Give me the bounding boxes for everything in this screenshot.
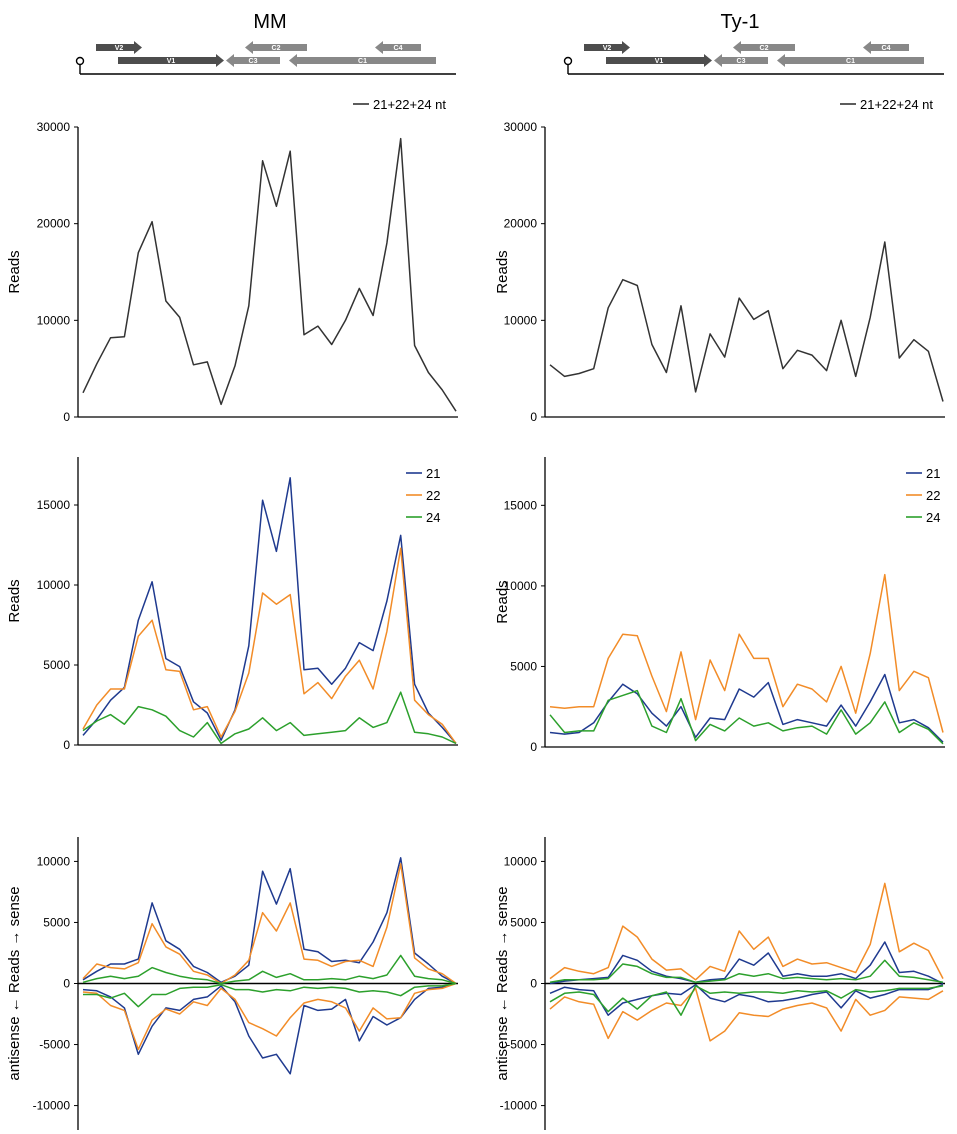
mm-total-ytick-label: 20000 xyxy=(37,217,71,231)
mm-strand-series-24-antisense xyxy=(83,984,456,1007)
ty1-size-legend-label: 21 xyxy=(926,466,940,481)
mm-total-ylabel: Reads xyxy=(6,250,23,293)
mm-total-ytick-label: 10000 xyxy=(37,313,71,327)
mm-size-legend-label: 22 xyxy=(426,488,440,503)
ty1-strand-ylabel: antisense ← Reads → sense xyxy=(494,886,511,1080)
mm-size-series-22 xyxy=(83,548,456,743)
mm-size-legend-label: 21 xyxy=(426,466,440,481)
ty1-strand-ytick-label: 0 xyxy=(530,977,537,991)
mm-strand-series-22-antisense xyxy=(83,984,456,1050)
ty1-total-series-21-22-24-nt xyxy=(550,242,943,402)
column-title-mm: MM xyxy=(253,11,286,33)
mm-strand-ylabel: antisense ← Reads → sense xyxy=(6,886,23,1080)
mm-size-ytick-label: 0 xyxy=(63,738,70,752)
mm-strand-ytick-label: -5000 xyxy=(39,1038,70,1052)
chart-ty1-total: 0 10000 20000 30000 Reads 21+22+24 nt xyxy=(494,97,945,424)
gene-label-c2: C2 xyxy=(272,45,281,52)
gene-label-c1: C1 xyxy=(846,58,855,65)
mm-strand-series-21-antisense xyxy=(83,984,456,1074)
ty1-total-ytick-label: 30000 xyxy=(504,120,538,134)
ty1-size-series-22 xyxy=(550,575,943,733)
ty1-size-ytick-label: 5000 xyxy=(510,659,537,673)
hairpin-loop-icon xyxy=(77,58,84,65)
mm-total-legend-label: 21+22+24 nt xyxy=(373,97,446,112)
gene-label-v2: V2 xyxy=(603,45,612,52)
figure-canvas: MM Ty-1 V2 V1 C3 C2 C1 C4 V2 V1 C3 C2 C1 C4 0 10000… xyxy=(0,0,957,1134)
mm-size-ytick-label: 15000 xyxy=(37,498,71,512)
mm-strand-ytick-label: 5000 xyxy=(43,915,70,929)
gene-label-v1: V1 xyxy=(655,58,664,65)
ty1-total-ytick-label: 0 xyxy=(530,410,537,424)
genome-map-ty1: V2 V1 C3 C2 C1 C4 xyxy=(565,41,945,74)
mm-size-ylabel: Reads xyxy=(6,579,23,622)
mm-strand-series-22-sense xyxy=(83,864,456,984)
ty1-size-ytick-label: 0 xyxy=(530,740,537,754)
gene-label-c3: C3 xyxy=(737,58,746,65)
gene-label-v1: V1 xyxy=(167,58,176,65)
ty1-strand-ytick-label: -10000 xyxy=(500,1099,538,1113)
ty1-strand-ytick-label: 5000 xyxy=(510,915,537,929)
mm-strand-ytick-label: -10000 xyxy=(33,1099,71,1113)
chart-mm-by-size: 0 5000 10000 15000 Reads 21 22 24 xyxy=(6,457,458,752)
ty1-strand-ytick-label: 10000 xyxy=(504,854,538,868)
chart-mm-strand: -10000 -5000 0 5000 10000 antisense ← Reads →… xyxy=(6,837,458,1130)
mm-total-ytick-label: 30000 xyxy=(37,120,71,134)
ty1-strand-series-22-sense xyxy=(550,883,943,979)
ty1-size-legend-label: 22 xyxy=(926,488,940,503)
mm-size-ytick-label: 10000 xyxy=(37,578,71,592)
mm-size-ytick-label: 5000 xyxy=(43,658,70,672)
genome-map-mm: V2 V1 C3 C2 C1 C4 xyxy=(77,41,457,74)
chart-mm-total: 0 10000 20000 30000 Reads 21+22+24 nt xyxy=(6,97,458,424)
mm-size-series-21 xyxy=(83,478,456,744)
ty1-size-ytick-label: 15000 xyxy=(504,498,538,512)
ty1-total-ytick-label: 10000 xyxy=(504,313,538,327)
ty1-size-ylabel: Reads xyxy=(494,580,511,623)
mm-size-series-24 xyxy=(83,692,456,743)
mm-strand-ytick-label: 0 xyxy=(63,977,70,991)
ty1-total-legend-label: 21+22+24 nt xyxy=(860,97,933,112)
gene-label-c4: C4 xyxy=(882,45,891,52)
mm-total-series-21-22-24-nt xyxy=(83,139,456,412)
ty1-size-legend-label: 24 xyxy=(926,510,940,525)
gene-label-c2: C2 xyxy=(760,45,769,52)
ty1-size-series-24 xyxy=(550,691,943,744)
gene-label-c4: C4 xyxy=(394,45,403,52)
ty1-total-ylabel: Reads xyxy=(494,250,511,293)
gene-label-v2: V2 xyxy=(115,45,124,52)
column-title-ty1: Ty-1 xyxy=(721,11,760,33)
ty1-total-ytick-label: 20000 xyxy=(504,217,538,231)
hairpin-loop-icon xyxy=(565,58,572,65)
mm-total-ytick-label: 0 xyxy=(63,410,70,424)
gene-label-c3: C3 xyxy=(249,58,258,65)
mm-strand-ytick-label: 10000 xyxy=(37,854,71,868)
gene-label-c1: C1 xyxy=(358,58,367,65)
mm-size-legend-label: 24 xyxy=(426,510,440,525)
ty1-size-series-21 xyxy=(550,675,943,743)
